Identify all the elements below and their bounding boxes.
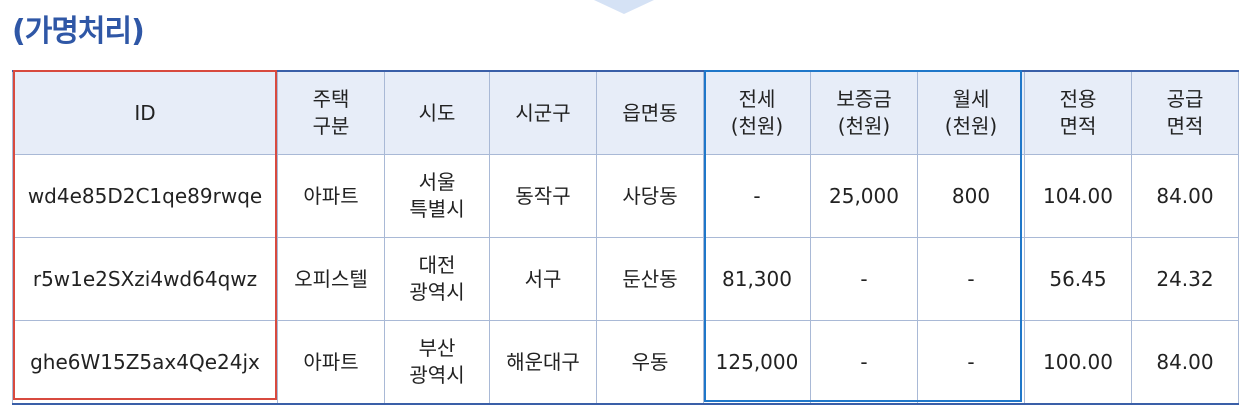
cell-housing-type: 아파트 (278, 155, 385, 238)
cell-sido: 부산 광역시 (385, 321, 490, 405)
cell-supply-area: 84.00 (1132, 321, 1239, 405)
cell-eupmyeondong: 우동 (597, 321, 704, 405)
header-deposit: 보증금 (천원) (811, 71, 918, 155)
cell-sido: 서울 특별시 (385, 155, 490, 238)
header-monthly: 월세 (천원) (918, 71, 1025, 155)
cell-housing-type: 아파트 (278, 321, 385, 405)
cell-sigungu: 동작구 (490, 155, 597, 238)
header-id: ID (13, 71, 278, 155)
header-supply-area: 공급 면적 (1132, 71, 1239, 155)
cell-supply-area: 84.00 (1132, 155, 1239, 238)
header-sigungu: 시군구 (490, 71, 597, 155)
table-row: ghe6W15Z5ax4Qe24jx 아파트 부산 광역시 해운대구 우동 125… (13, 321, 1239, 405)
header-row: ID 주택 구분 시도 시군구 읍면동 전세 (천원) 보증금 (천원) 월세 (천원)… (13, 71, 1239, 155)
cell-monthly: 800 (918, 155, 1025, 238)
cell-eupmyeondong: 둔산동 (597, 238, 704, 321)
cell-deposit: - (811, 321, 918, 405)
header-sido: 시도 (385, 71, 490, 155)
cell-sigungu: 해운대구 (490, 321, 597, 405)
cell-sigungu: 서구 (490, 238, 597, 321)
cell-jeonse: 125,000 (704, 321, 811, 405)
cell-id: wd4e85D2C1qe89rwqe (13, 155, 278, 238)
header-housing-type: 주택 구분 (278, 71, 385, 155)
cell-jeonse: - (704, 155, 811, 238)
cell-housing-type: 오피스텔 (278, 238, 385, 321)
cell-monthly: - (918, 321, 1025, 405)
page-title: (가명처리) (12, 6, 144, 50)
cell-supply-area: 24.32 (1132, 238, 1239, 321)
cell-exclusive-area: 56.45 (1025, 238, 1132, 321)
pseudonymized-table: ID 주택 구분 시도 시군구 읍면동 전세 (천원) 보증금 (천원) 월세 (천원)… (12, 70, 1239, 405)
cell-eupmyeondong: 사당동 (597, 155, 704, 238)
cell-deposit: 25,000 (811, 155, 918, 238)
header-exclusive-area: 전용 면적 (1025, 71, 1132, 155)
cell-id: ghe6W15Z5ax4Qe24jx (13, 321, 278, 405)
cell-monthly: - (918, 238, 1025, 321)
down-arrow-icon (594, 0, 654, 14)
header-eupmyeondong: 읍면동 (597, 71, 704, 155)
cell-id: r5w1e2SXzi4wd64qwz (13, 238, 278, 321)
cell-jeonse: 81,300 (704, 238, 811, 321)
cell-sido: 대전 광역시 (385, 238, 490, 321)
cell-exclusive-area: 104.00 (1025, 155, 1132, 238)
table-row: r5w1e2SXzi4wd64qwz 오피스텔 대전 광역시 서구 둔산동 81,… (13, 238, 1239, 321)
table-row: wd4e85D2C1qe89rwqe 아파트 서울 특별시 동작구 사당동 - 2… (13, 155, 1239, 238)
header-jeonse: 전세 (천원) (704, 71, 811, 155)
cell-deposit: - (811, 238, 918, 321)
cell-exclusive-area: 100.00 (1025, 321, 1132, 405)
